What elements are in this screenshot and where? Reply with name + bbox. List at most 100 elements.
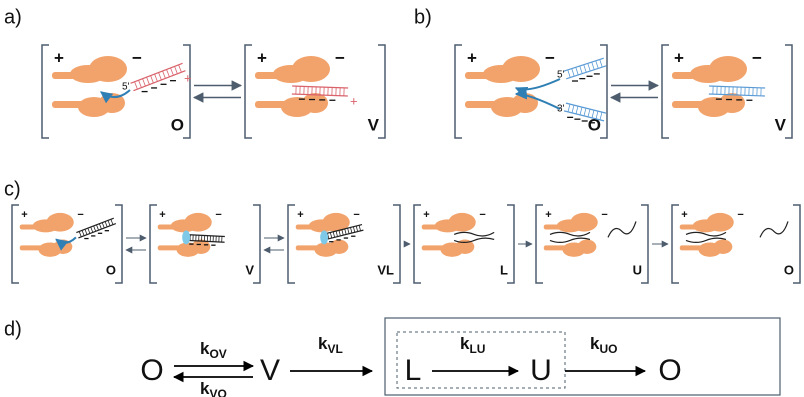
dna-rung: [91, 227, 93, 232]
prime-label: 5': [557, 70, 565, 81]
dna-rung: [596, 61, 598, 69]
plus-sign: +: [257, 48, 267, 67]
dna-rung: [102, 223, 104, 228]
rate-subscript: LU: [469, 342, 485, 356]
state-name: VL: [377, 262, 394, 277]
dna-rung: [96, 225, 98, 230]
bracket: [455, 45, 462, 138]
pore-protein: [422, 213, 476, 257]
state-symbol: L: [405, 354, 422, 387]
dna-rung: [159, 72, 162, 79]
plus-sign: +: [159, 209, 165, 221]
prime-label: 3': [557, 104, 565, 115]
rate-constant: kLU: [460, 334, 485, 356]
bracket: [393, 205, 400, 283]
state-symbol: O: [140, 354, 163, 387]
bracket: [536, 205, 543, 283]
bracket: [414, 205, 421, 283]
rate-constant: kOV: [200, 339, 227, 361]
dna-rung: [336, 231, 337, 237]
rate-constant: kUO: [590, 334, 617, 356]
dna-rung: [359, 225, 360, 231]
dna-rung: [572, 69, 574, 77]
dna-rung: [88, 228, 90, 233]
bracket: [785, 45, 792, 138]
minus-sign: −: [737, 209, 743, 221]
plus-sign: +: [21, 209, 27, 221]
prime-label: 5': [122, 82, 130, 93]
dna-rung: [135, 82, 138, 89]
minus-sign: −: [132, 48, 142, 67]
minus-sign: −: [353, 209, 359, 221]
state-name: V: [245, 262, 254, 277]
dna-rung: [584, 65, 586, 73]
strand-charge: +: [350, 93, 358, 108]
minus-sign: −: [215, 209, 221, 221]
dna-rung: [147, 77, 150, 84]
bracket: [253, 205, 260, 283]
minus-sign: −: [77, 209, 83, 221]
state-symbol: O: [658, 354, 681, 387]
dna-rung: [568, 104, 570, 112]
state-name: O: [171, 115, 184, 134]
dna-rung: [94, 226, 96, 231]
state-name: O: [106, 262, 116, 277]
minus-sign: −: [601, 209, 607, 221]
figure: a)+−O+5'+−V+b)+−O5'3'+−Vc)+−O+−V+−VL+−L+…: [0, 0, 804, 397]
dna-rung: [179, 65, 182, 72]
dna-rung: [568, 70, 570, 78]
dna-rung: [99, 224, 101, 229]
rate-subscript: UO: [599, 342, 617, 356]
state-name: L: [500, 262, 508, 277]
dna-rung: [330, 232, 331, 238]
plus-sign: +: [54, 48, 64, 67]
panel-label: c): [4, 178, 21, 200]
dna-rung: [171, 68, 174, 75]
dna-rung: [592, 62, 594, 70]
state-name: O: [784, 262, 794, 277]
rate-constant: kVL: [318, 334, 343, 356]
rate-subscript: VL: [327, 342, 342, 356]
bracket: [42, 45, 49, 138]
dna-rung: [151, 76, 154, 83]
ssdna: [608, 221, 636, 237]
minus-sign: −: [545, 48, 555, 67]
dna-rung: [351, 227, 352, 233]
dna-rung: [600, 59, 602, 67]
bracket: [662, 45, 669, 138]
state-symbol: U: [530, 354, 552, 387]
dna-rung: [576, 106, 578, 114]
state-symbol: V: [260, 354, 280, 387]
dna-rung: [85, 229, 87, 234]
strand-charge: +: [184, 70, 192, 85]
bracket: [288, 205, 295, 283]
state-name: V: [368, 115, 380, 134]
panel-label: a): [4, 6, 22, 28]
bracket: [378, 45, 385, 138]
dna-rung: [572, 105, 574, 113]
bracket: [793, 205, 800, 283]
rate-constant: kVO: [200, 379, 227, 397]
dna-rung: [333, 232, 334, 238]
dna-rung: [348, 228, 349, 234]
ssdna: [454, 238, 494, 242]
ssdna: [760, 221, 788, 237]
dna-rung: [105, 221, 107, 226]
dna-rung: [143, 79, 146, 86]
dna-rung: [163, 71, 166, 78]
dna-rung: [139, 80, 142, 87]
bracket: [150, 205, 157, 283]
dna-rung: [111, 219, 113, 224]
constriction: [320, 230, 328, 244]
bracket: [641, 205, 648, 283]
minus-sign: −: [335, 48, 345, 67]
bracket: [672, 205, 679, 283]
bracket: [183, 45, 190, 138]
panel-label: d): [4, 318, 22, 340]
dna-rung: [82, 230, 84, 235]
plus-sign: +: [674, 48, 684, 67]
dna-rung: [108, 220, 110, 225]
bracket: [245, 45, 252, 138]
rate-subscript: VO: [209, 387, 226, 397]
ssdna: [686, 232, 726, 236]
